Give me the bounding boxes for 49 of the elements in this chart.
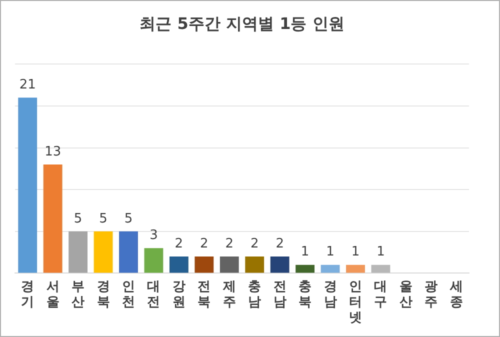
bar (144, 248, 164, 273)
bar (371, 264, 390, 273)
x-tick-label: 경북 (96, 279, 110, 310)
data-label: 1 (326, 244, 334, 260)
x-tick-label: 세종 (448, 279, 463, 310)
x-tick-label: 대전 (147, 279, 160, 310)
data-label: 5 (124, 211, 133, 226)
bar (169, 256, 188, 273)
x-tick-label: 서울 (46, 279, 60, 310)
x-tick-label: 광주 (424, 279, 438, 310)
data-label: 13 (44, 144, 62, 160)
bar (119, 231, 138, 273)
bar (346, 264, 365, 273)
data-label: 2 (276, 236, 284, 252)
data-label: 1 (376, 244, 385, 260)
x-tick-label: 부산 (72, 279, 85, 310)
data-label: 3 (150, 228, 158, 243)
bar (220, 256, 239, 273)
chart-title: 최근 5주간 지역별 1등 인원 (140, 14, 344, 33)
bar (94, 231, 113, 273)
bar (194, 256, 214, 273)
bar (296, 264, 315, 273)
bar (320, 264, 340, 273)
x-tick-label: 대구 (374, 279, 388, 310)
data-label: 1 (300, 244, 310, 260)
x-tick-label: 전북 (198, 279, 211, 310)
data-label: 2 (200, 236, 208, 252)
x-tick-label: 전남 (273, 279, 286, 310)
x-tick-label: 충남 (248, 279, 262, 310)
data-label: 5 (74, 211, 82, 226)
data-label: 5 (99, 211, 108, 226)
data-label: 2 (174, 236, 184, 252)
x-tick-label: 강원 (172, 279, 186, 310)
bar (245, 256, 264, 273)
x-tick-label: 인터넷 (349, 279, 362, 326)
bar (68, 231, 88, 273)
x-tick-label: 경기 (21, 279, 34, 310)
x-tick-label: 울산 (399, 279, 412, 310)
x-tick-label: 제주 (222, 279, 236, 310)
x-tick-label: 충북 (298, 279, 312, 310)
data-label: 2 (225, 236, 234, 252)
data-label: 2 (250, 236, 259, 252)
bar (270, 256, 290, 273)
data-label: 1 (351, 244, 360, 260)
x-tick-label: 경남 (324, 279, 337, 310)
bar (43, 164, 62, 273)
x-tick-label: 인천 (122, 279, 135, 310)
bar (18, 98, 38, 273)
data-label: 21 (19, 78, 36, 93)
